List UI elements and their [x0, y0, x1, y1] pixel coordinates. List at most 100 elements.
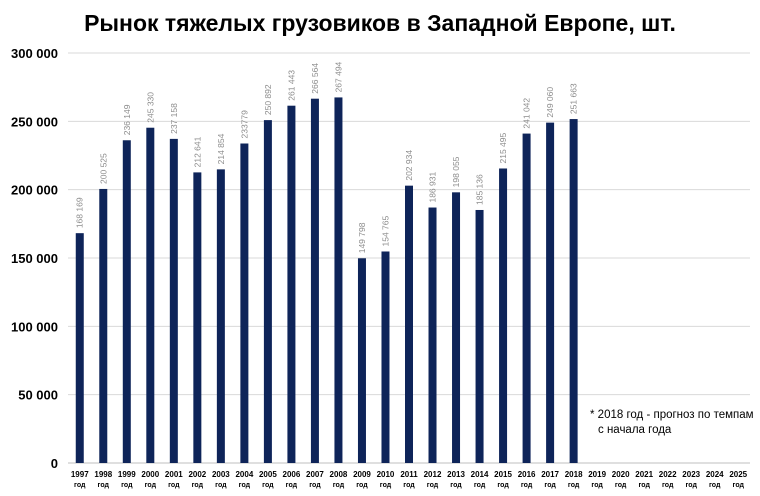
bar [546, 122, 555, 464]
data-label: 154 765 [380, 215, 390, 246]
data-label: 212 641 [192, 136, 202, 167]
bar [146, 127, 155, 463]
x-tick-label: 1998 [94, 470, 112, 479]
data-label: 237 158 [169, 103, 179, 134]
chart-note-line-1: * 2018 год - прогноз по темпам [590, 409, 754, 421]
x-tick-label: 2014 [471, 470, 489, 479]
bar [452, 192, 461, 463]
x-tick-label: 2007 [306, 470, 324, 479]
x-tick-suffix: год [239, 482, 251, 489]
y-tick-label: 150 000 [11, 251, 58, 266]
x-tick-label: 2001 [165, 470, 183, 479]
x-tick-label: 2004 [235, 470, 253, 479]
x-tick-label: 2024 [706, 470, 724, 479]
chart-title: Рынок тяжелых грузовиков в Западной Евро… [84, 10, 676, 36]
x-tick-label: 1997 [71, 470, 89, 479]
x-tick-suffix: год [450, 482, 462, 489]
bar [193, 172, 202, 464]
x-tick-suffix: год [638, 482, 650, 489]
x-tick-label: 2022 [659, 470, 677, 479]
x-tick-suffix: год [474, 482, 486, 489]
x-tick-label: 2003 [212, 470, 230, 479]
y-tick-label: 200 000 [11, 183, 58, 198]
y-tick-label: 50 000 [18, 388, 58, 403]
x-tick-suffix: год [333, 482, 345, 489]
x-tick-label: 1999 [118, 470, 136, 479]
data-label: 245 330 [145, 92, 155, 123]
x-tick-suffix: год [215, 482, 227, 489]
bar [334, 97, 343, 463]
x-tick-suffix: год [662, 482, 674, 489]
bar [405, 185, 413, 463]
x-tick-label: 2009 [353, 470, 371, 479]
data-label: 267 494 [333, 61, 343, 92]
data-label: 200 525 [98, 153, 108, 184]
data-label: 214 854 [216, 133, 226, 164]
x-tick-label: 2008 [330, 470, 348, 479]
y-tick-label: 0 [51, 456, 58, 471]
bar [569, 119, 578, 463]
x-tick-suffix: год [615, 482, 627, 489]
bar [240, 143, 249, 464]
y-tick-label: 100 000 [11, 319, 58, 334]
bar [263, 120, 272, 464]
x-tick-label: 2025 [729, 470, 747, 479]
data-label: 266 564 [310, 63, 320, 94]
x-tick-suffix: год [168, 482, 180, 489]
y-tick-label: 250 000 [11, 114, 58, 129]
x-tick-label: 2000 [141, 470, 159, 479]
x-tick-label: 2013 [447, 470, 465, 479]
data-label: 202 934 [404, 150, 414, 181]
x-tick-label: 2016 [518, 470, 536, 479]
x-tick-label: 2012 [424, 470, 442, 479]
x-tick-label: 2006 [283, 470, 301, 479]
bar [522, 133, 531, 463]
bar [75, 233, 84, 463]
x-tick-label: 2002 [188, 470, 206, 479]
bar [216, 169, 225, 463]
bar [122, 140, 131, 463]
x-tick-label: 2015 [494, 470, 512, 479]
data-label: 241 042 [522, 98, 532, 129]
x-tick-suffix: год [709, 482, 721, 489]
x-tick-suffix: год [262, 482, 274, 489]
x-tick-suffix: год [685, 482, 697, 489]
data-label: 249 060 [545, 87, 555, 118]
bar [381, 251, 390, 463]
bar [475, 209, 484, 463]
x-tick-suffix: год [192, 482, 204, 489]
x-tick-suffix: год [568, 482, 580, 489]
x-tick-suffix: год [286, 482, 298, 489]
bar [310, 98, 319, 464]
x-tick-suffix: год [544, 482, 556, 489]
x-tick-suffix: год [74, 482, 86, 489]
data-label: 236 149 [122, 104, 132, 135]
x-tick-suffix: год [356, 482, 368, 489]
bar [357, 258, 366, 463]
chart-note-line-2: с начала года [598, 424, 672, 436]
bar [169, 138, 178, 463]
x-tick-label: 2011 [400, 470, 418, 479]
x-tick-suffix: год [403, 482, 415, 489]
x-tick-label: 2023 [682, 470, 700, 479]
x-tick-suffix: год [497, 482, 509, 489]
x-tick-label: 2005 [259, 470, 277, 479]
data-label: 198 055 [451, 156, 461, 187]
data-label: 185 136 [475, 174, 485, 205]
x-tick-label: 2018 [565, 470, 583, 479]
data-label: 186 931 [428, 172, 438, 203]
x-tick-label: 2010 [377, 470, 395, 479]
data-label: 261 443 [286, 70, 296, 101]
data-label: 251 663 [569, 83, 579, 114]
bar [428, 207, 437, 463]
x-tick-suffix: год [427, 482, 439, 489]
x-tick-label: 2017 [541, 470, 559, 479]
data-label: 168 169 [75, 197, 85, 228]
x-tick-suffix: год [521, 482, 533, 489]
x-tick-label: 2021 [635, 470, 653, 479]
x-tick-suffix: год [121, 482, 133, 489]
data-label: 250 892 [263, 84, 273, 115]
x-tick-suffix: год [380, 482, 392, 489]
